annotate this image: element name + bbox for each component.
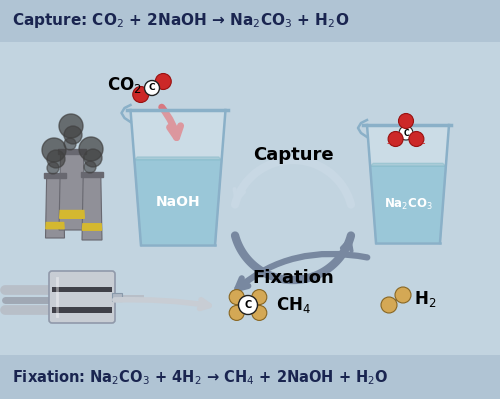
Polygon shape xyxy=(46,223,64,229)
Polygon shape xyxy=(58,149,86,154)
Text: C: C xyxy=(148,83,156,93)
Circle shape xyxy=(395,287,411,303)
Bar xyxy=(52,287,112,292)
Polygon shape xyxy=(60,211,84,218)
Text: Fixation: Fixation xyxy=(252,269,334,287)
Polygon shape xyxy=(367,125,449,243)
Polygon shape xyxy=(82,224,102,230)
Circle shape xyxy=(132,87,148,103)
Circle shape xyxy=(64,138,76,150)
Bar xyxy=(0,355,500,399)
Circle shape xyxy=(229,290,244,304)
Circle shape xyxy=(399,126,413,140)
Bar xyxy=(52,307,112,313)
Polygon shape xyxy=(82,175,102,240)
Circle shape xyxy=(47,162,59,174)
Text: -: - xyxy=(422,138,425,148)
Text: C: C xyxy=(244,300,252,310)
Text: C: C xyxy=(403,128,409,138)
Circle shape xyxy=(409,132,424,146)
Circle shape xyxy=(398,113,413,128)
Bar xyxy=(0,0,500,42)
Polygon shape xyxy=(134,157,222,160)
Circle shape xyxy=(156,73,172,89)
Text: NaOH: NaOH xyxy=(156,196,200,209)
Circle shape xyxy=(47,150,65,168)
Polygon shape xyxy=(59,152,85,230)
Polygon shape xyxy=(46,176,64,238)
Polygon shape xyxy=(370,163,446,166)
Text: Capture: CO$_2$ + 2NaOH → Na$_2$CO$_3$ + H$_2$O: Capture: CO$_2$ + 2NaOH → Na$_2$CO$_3$ +… xyxy=(12,12,349,30)
Polygon shape xyxy=(370,166,446,243)
Polygon shape xyxy=(44,173,66,178)
Circle shape xyxy=(79,137,103,161)
Text: H$_2$: H$_2$ xyxy=(414,289,436,309)
Circle shape xyxy=(84,149,102,167)
FancyBboxPatch shape xyxy=(49,271,115,323)
Circle shape xyxy=(144,81,160,95)
Circle shape xyxy=(252,305,267,320)
Circle shape xyxy=(238,296,258,314)
Text: Fixation: Na$_2$CO$_3$ + 4H$_2$ → CH$_4$ + 2NaOH + H$_2$O: Fixation: Na$_2$CO$_3$ + 4H$_2$ → CH$_4$… xyxy=(12,369,388,387)
Bar xyxy=(112,293,122,301)
Circle shape xyxy=(381,297,397,313)
Text: Na$_2$CO$_3$: Na$_2$CO$_3$ xyxy=(384,197,432,212)
Circle shape xyxy=(388,132,403,146)
Circle shape xyxy=(59,114,83,138)
Text: Capture: Capture xyxy=(252,146,334,164)
Text: -: - xyxy=(387,138,390,148)
Circle shape xyxy=(42,138,66,162)
Polygon shape xyxy=(134,160,222,245)
Circle shape xyxy=(64,126,82,144)
Polygon shape xyxy=(80,172,104,177)
Polygon shape xyxy=(130,110,226,245)
Text: CO$_2$: CO$_2$ xyxy=(106,75,142,95)
Circle shape xyxy=(252,290,267,304)
Text: CH$_4$: CH$_4$ xyxy=(276,295,311,315)
Circle shape xyxy=(84,161,96,173)
Circle shape xyxy=(229,305,244,320)
